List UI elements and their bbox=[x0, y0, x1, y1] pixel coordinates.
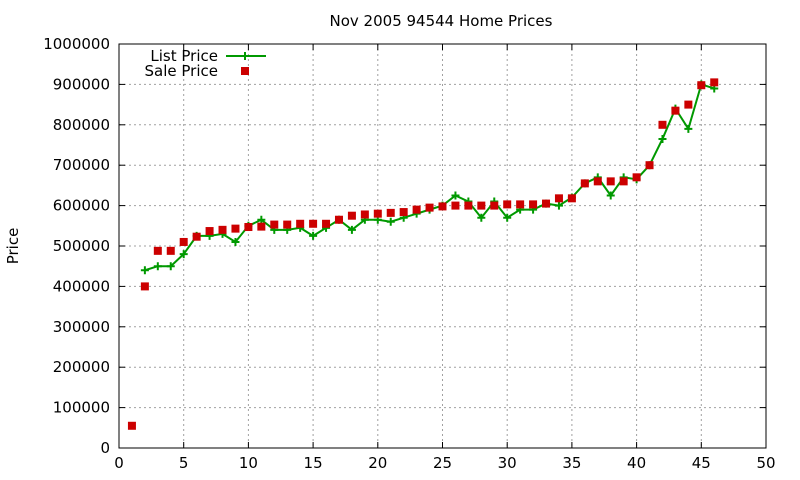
data-point-list-price bbox=[153, 262, 162, 271]
data-point-sale-price bbox=[490, 201, 499, 210]
data-point-list-price bbox=[309, 231, 318, 240]
data-point-list-price bbox=[606, 191, 615, 200]
y-tick-label: 200000 bbox=[53, 358, 110, 376]
data-point-list-price bbox=[503, 213, 512, 222]
data-point-sale-price bbox=[464, 201, 473, 210]
y-tick-label: 0 bbox=[100, 439, 110, 457]
x-tick-label: 50 bbox=[756, 454, 775, 472]
data-point-sale-price bbox=[347, 211, 356, 220]
data-point-sale-price bbox=[425, 203, 434, 212]
x-tick-label: 10 bbox=[239, 454, 258, 472]
data-point-sale-price bbox=[645, 161, 654, 170]
legend-label-sale-price: Sale Price bbox=[145, 62, 218, 80]
data-point-list-price bbox=[658, 134, 667, 143]
data-point-list-price bbox=[166, 262, 175, 271]
data-point-list-price bbox=[477, 213, 486, 222]
y-tick-label: 300000 bbox=[53, 318, 110, 336]
data-point-sale-price bbox=[658, 120, 667, 129]
x-tick-labels: 0 5 10 15 20 25 30 35 40 45 50 bbox=[114, 454, 775, 472]
x-tick-label: 45 bbox=[692, 454, 711, 472]
data-point-sale-price bbox=[386, 208, 395, 217]
data-point-sale-price bbox=[283, 220, 292, 229]
data-point-list-price bbox=[347, 225, 356, 234]
data-point-sale-price bbox=[554, 194, 563, 203]
data-point-sale-price bbox=[593, 177, 602, 186]
data-point-sale-price bbox=[179, 237, 188, 246]
chart-title: Nov 2005 94544 Home Prices bbox=[330, 12, 553, 30]
y-tick-label: 900000 bbox=[53, 75, 110, 93]
x-tick-label: 5 bbox=[179, 454, 189, 472]
data-point-sale-price bbox=[360, 210, 369, 219]
data-point-list-price bbox=[179, 250, 188, 259]
data-point-list-price bbox=[257, 215, 266, 224]
data-point-sale-price bbox=[710, 78, 719, 87]
data-point-sale-price bbox=[192, 232, 201, 241]
series-layer bbox=[127, 78, 719, 430]
x-tick-label: 0 bbox=[114, 454, 124, 472]
axis-ticks bbox=[118, 43, 767, 449]
data-point-sale-price bbox=[334, 215, 343, 224]
x-tick-label: 20 bbox=[368, 454, 387, 472]
legend-label-list-price: List Price bbox=[150, 47, 218, 65]
gridlines bbox=[119, 44, 766, 448]
data-point-sale-price bbox=[309, 219, 318, 228]
data-point-sale-price bbox=[140, 282, 149, 291]
y-tick-label: 400000 bbox=[53, 277, 110, 295]
x-tick-label: 40 bbox=[627, 454, 646, 472]
data-point-sale-price bbox=[619, 177, 628, 186]
data-point-sale-price bbox=[231, 224, 240, 233]
data-point-sale-price bbox=[503, 200, 512, 209]
y-tick-label: 100000 bbox=[53, 399, 110, 417]
legend-marker-list-price bbox=[241, 52, 249, 60]
data-point-list-price bbox=[140, 266, 149, 275]
x-tick-label: 15 bbox=[304, 454, 323, 472]
data-point-sale-price bbox=[542, 199, 551, 208]
legend: List Price Sale Price bbox=[145, 47, 266, 80]
data-point-sale-price bbox=[477, 201, 486, 210]
data-point-sale-price bbox=[567, 194, 576, 203]
data-point-sale-price bbox=[684, 100, 693, 109]
data-point-list-price bbox=[231, 237, 240, 246]
legend-marker-sale-price bbox=[241, 67, 249, 75]
x-tick-label: 30 bbox=[498, 454, 517, 472]
data-point-sale-price bbox=[166, 246, 175, 255]
x-tick-label: 35 bbox=[562, 454, 581, 472]
data-point-sale-price bbox=[632, 173, 641, 182]
data-point-sale-price bbox=[218, 225, 227, 234]
data-point-sale-price bbox=[205, 227, 214, 236]
y-tick-label: 600000 bbox=[53, 197, 110, 215]
data-point-list-price bbox=[684, 124, 693, 133]
data-point-sale-price bbox=[296, 219, 305, 228]
series-line-list-price bbox=[144, 83, 715, 272]
y-tick-label: 1000000 bbox=[43, 35, 110, 53]
data-point-sale-price bbox=[270, 220, 279, 229]
data-point-sale-price bbox=[671, 106, 680, 115]
data-point-sale-price bbox=[127, 421, 136, 430]
y-tick-label: 800000 bbox=[53, 116, 110, 134]
data-point-sale-price bbox=[322, 219, 331, 228]
data-point-sale-price bbox=[451, 201, 460, 210]
data-point-list-price bbox=[554, 201, 563, 210]
data-point-list-price bbox=[451, 191, 460, 200]
data-point-sale-price bbox=[580, 179, 589, 188]
data-point-sale-price bbox=[529, 200, 538, 209]
y-tick-labels: 0 100000 200000 300000 400000 500000 600000 700… bbox=[43, 35, 110, 457]
data-point-sale-price bbox=[257, 222, 266, 231]
data-point-sale-price bbox=[438, 202, 447, 211]
data-point-list-price bbox=[386, 217, 395, 226]
y-axis-label: Price bbox=[4, 228, 22, 265]
data-point-sale-price bbox=[153, 246, 162, 255]
y-tick-label: 700000 bbox=[53, 156, 110, 174]
data-point-sale-price bbox=[399, 208, 408, 217]
data-point-sale-price bbox=[244, 223, 253, 232]
data-point-sale-price bbox=[373, 209, 382, 218]
x-tick-label: 25 bbox=[433, 454, 452, 472]
data-point-sale-price bbox=[606, 177, 615, 186]
data-point-sale-price bbox=[412, 205, 421, 214]
data-point-sale-price bbox=[697, 81, 706, 90]
y-tick-label: 500000 bbox=[53, 237, 110, 255]
data-point-sale-price bbox=[516, 200, 525, 209]
